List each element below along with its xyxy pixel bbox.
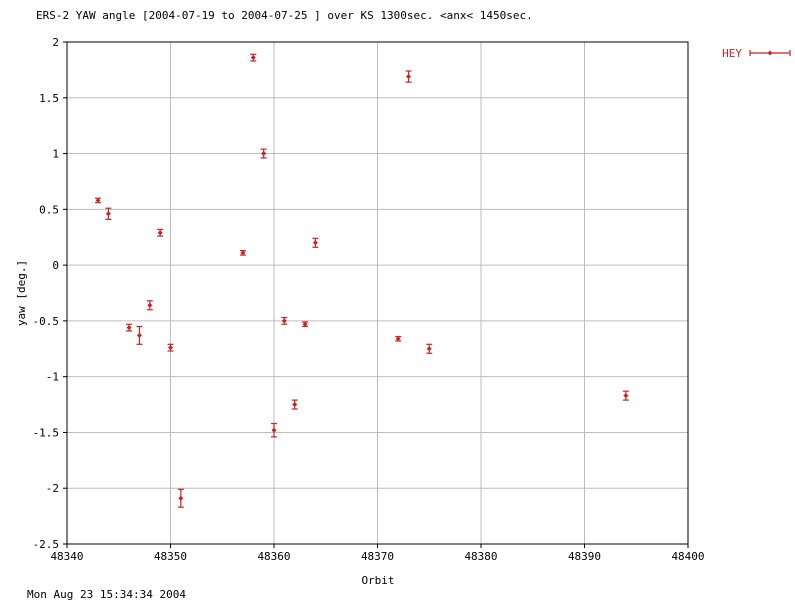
y-ticks: -2.5 -2 -1.5 -1 -0.5 0 0.5 1 1.5 2	[33, 36, 67, 551]
point-marker	[250, 55, 256, 61]
point-marker	[240, 250, 246, 256]
y-tick-label: -0.5	[33, 315, 60, 328]
data-point	[250, 53, 257, 62]
data-point	[177, 488, 184, 508]
point-marker	[281, 318, 287, 324]
data-point	[426, 343, 433, 354]
point-marker	[312, 240, 318, 246]
data-point	[281, 316, 288, 325]
x-tick-label: 48380	[464, 550, 497, 563]
data-point	[260, 148, 267, 159]
y-tick-label: -2.5	[33, 538, 60, 551]
data-point	[302, 321, 309, 328]
data-point	[167, 343, 174, 352]
data-point	[146, 300, 153, 311]
data-point	[136, 325, 143, 345]
point-marker	[126, 325, 132, 331]
data-point	[95, 197, 102, 204]
y-tick-label: 2	[52, 36, 59, 49]
grid-layer	[67, 42, 688, 544]
data-points	[95, 53, 629, 508]
x-tick-label: 48340	[50, 550, 83, 563]
point-marker	[147, 302, 153, 308]
point-marker	[261, 151, 267, 157]
y-tick-label: -1	[46, 371, 59, 384]
legend: HEY	[722, 47, 791, 60]
data-point	[126, 323, 133, 332]
chart-title: ERS-2 YAW angle [2004-07-19 to 2004-07-2…	[36, 9, 533, 22]
point-marker	[406, 74, 412, 80]
point-marker	[292, 402, 298, 408]
data-point	[239, 250, 246, 256]
point-marker	[157, 230, 163, 236]
data-point	[271, 422, 277, 438]
point-marker	[426, 346, 432, 352]
point-marker	[178, 495, 184, 501]
data-point	[157, 228, 164, 237]
legend-swatch	[749, 50, 791, 56]
legend-marker	[767, 50, 773, 56]
data-point	[105, 207, 112, 220]
point-marker	[623, 393, 629, 399]
point-marker	[95, 197, 101, 203]
x-tick-label: 48400	[671, 550, 704, 563]
x-tick-label: 48360	[257, 550, 290, 563]
y-tick-label: 1.5	[39, 92, 59, 105]
legend-label: HEY	[722, 47, 742, 60]
x-ticks: 48340 48350 48360 48370 48380 48390 48400	[50, 544, 705, 563]
point-marker	[168, 345, 173, 351]
point-marker	[105, 211, 111, 217]
timestamp: Mon Aug 23 15:34:34 2004	[27, 588, 186, 600]
y-axis-label: yaw [deg.]	[15, 260, 28, 326]
data-point	[622, 390, 629, 401]
x-tick-label: 48350	[154, 550, 187, 563]
point-marker	[302, 321, 308, 327]
y-tick-label: 1	[52, 148, 59, 161]
point-marker	[395, 336, 401, 342]
x-tick-label: 48370	[361, 550, 394, 563]
y-tick-label: -1.5	[33, 426, 60, 439]
y-tick-label: -2	[46, 482, 59, 495]
y-tick-label: 0.5	[39, 203, 59, 216]
data-point	[312, 237, 319, 248]
x-axis-label: Orbit	[361, 574, 394, 587]
data-point	[291, 399, 298, 410]
data-point	[405, 70, 412, 83]
x-tick-label: 48390	[568, 550, 601, 563]
point-marker	[271, 427, 277, 433]
point-marker	[136, 332, 142, 338]
y-tick-label: 0	[52, 259, 59, 272]
data-point	[395, 335, 402, 342]
